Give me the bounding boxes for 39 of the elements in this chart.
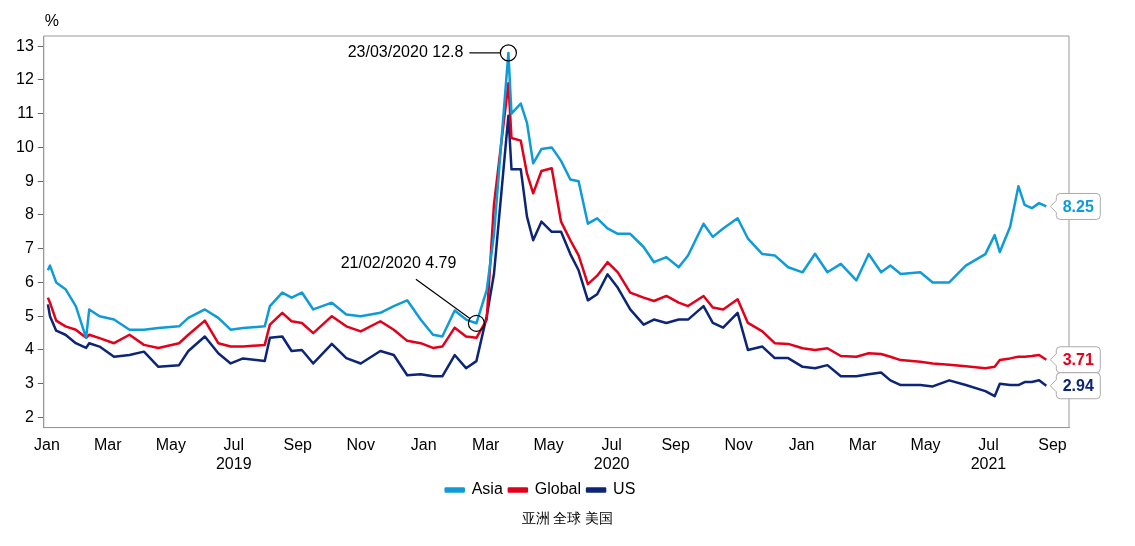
legend-label: US	[613, 480, 636, 498]
text: 亚洲 全球 美国	[520, 510, 615, 528]
y-tick-label: 3	[24, 374, 34, 392]
x-tick-label: Mar	[94, 435, 123, 453]
y-tick-label: 8	[24, 205, 34, 223]
x-tick-label: Nov	[346, 435, 375, 453]
data-label: 8.25	[1062, 197, 1094, 215]
y-tick-label: 2	[24, 407, 34, 425]
y-tick-label: 4	[24, 340, 34, 358]
annotation: 21/02/2020 4.79	[340, 253, 457, 271]
x-tick-label: Jan	[410, 435, 437, 453]
y-tick-label: 10	[16, 137, 34, 155]
data-label: 3.71	[1062, 351, 1094, 369]
x-tick-label: Jan	[788, 435, 815, 453]
x-tick-label: Sep	[661, 435, 690, 453]
x-tick-label: Nov	[724, 435, 753, 453]
y-tick-label: 12	[16, 70, 34, 88]
y-tick-label: 13	[16, 36, 34, 54]
y-tick-label: 6	[24, 272, 34, 290]
legend-label: Asia	[471, 480, 503, 498]
x-tick-label: May	[155, 435, 186, 453]
x-tick-label: Jul 2019	[215, 435, 252, 472]
x-tick-label: May	[533, 435, 564, 453]
y-tick-label: 7	[24, 239, 34, 257]
legend-label: Global	[534, 480, 582, 498]
annotation: 23/03/2020 12.8	[347, 43, 464, 61]
x-tick-label: Sep	[283, 435, 313, 453]
y-axis-title: %	[44, 12, 59, 30]
x-tick-label: Jul 2020	[593, 435, 630, 472]
y-tick-label: 11	[17, 104, 34, 122]
x-tick-label: May	[910, 435, 941, 453]
x-tick-label: Mar	[471, 435, 501, 453]
x-tick-label: Jan	[34, 435, 60, 453]
x-tick-label: Jul 2021	[970, 435, 1007, 472]
x-tick-label: Mar	[848, 435, 877, 453]
y-tick-label: 9	[24, 171, 34, 189]
x-tick-label: Sep	[1038, 435, 1067, 453]
data-label: 2.94	[1062, 377, 1094, 395]
y-tick-label: 5	[24, 306, 34, 324]
